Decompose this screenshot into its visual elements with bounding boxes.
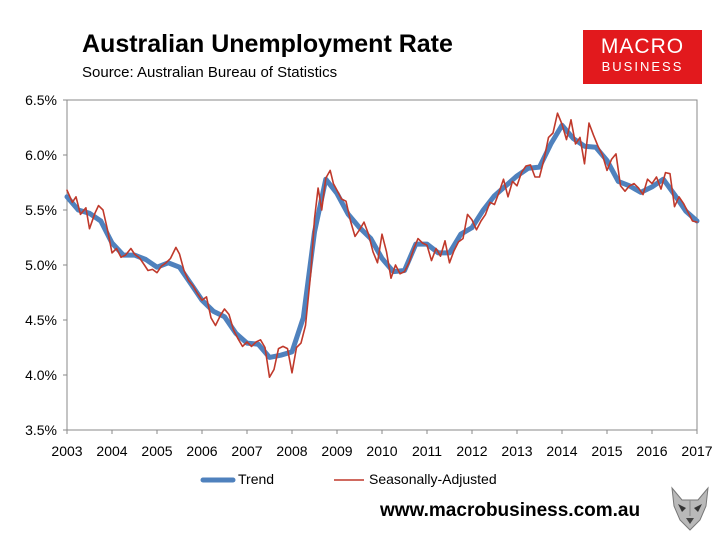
logo-line-2: BUSINESS xyxy=(601,59,684,74)
x-tick-label: 2005 xyxy=(141,443,172,459)
logo-line-1: MACRO xyxy=(600,35,685,58)
y-tick-label: 6.5% xyxy=(25,92,57,108)
footer-website: www.macrobusiness.com.au xyxy=(380,500,641,521)
x-tick-label: 2006 xyxy=(186,443,217,459)
x-tick-label: 2017 xyxy=(681,443,712,459)
x-tick-label: 2008 xyxy=(276,443,307,459)
y-tick-label: 5.5% xyxy=(25,202,57,218)
y-tick-label: 3.5% xyxy=(25,422,57,438)
x-tick-label: 2004 xyxy=(96,443,127,459)
y-tick-label: 5.0% xyxy=(25,257,57,273)
x-tick-label: 2016 xyxy=(636,443,667,459)
y-tick-label: 4.0% xyxy=(25,367,57,383)
chart-subtitle: Source: Australian Bureau of Statistics xyxy=(82,64,338,81)
legend-label-trend: Trend xyxy=(238,471,275,487)
x-tick-label: 2007 xyxy=(231,443,262,459)
seasonally-adjusted-line xyxy=(66,112,698,378)
x-tick-label: 2009 xyxy=(321,443,352,459)
y-tick-label: 6.0% xyxy=(25,147,57,163)
x-tick-label: 2012 xyxy=(456,443,487,459)
x-tick-label: 2003 xyxy=(51,443,82,459)
x-tick-label: 2011 xyxy=(412,443,442,459)
x-tick-label: 2015 xyxy=(591,443,622,459)
chart-title: Australian Unemployment Rate xyxy=(82,30,453,58)
x-tick-label: 2010 xyxy=(366,443,397,459)
x-tick-label: 2013 xyxy=(501,443,532,459)
macrobusiness-logo: MACRO BUSINESS xyxy=(583,30,702,84)
legend-label-seasonally-adjusted: Seasonally-Adjusted xyxy=(369,471,497,487)
x-tick-label: 2014 xyxy=(546,443,577,459)
y-tick-label: 4.5% xyxy=(25,312,57,328)
trend-line xyxy=(64,122,700,360)
wolf-icon xyxy=(671,486,709,531)
